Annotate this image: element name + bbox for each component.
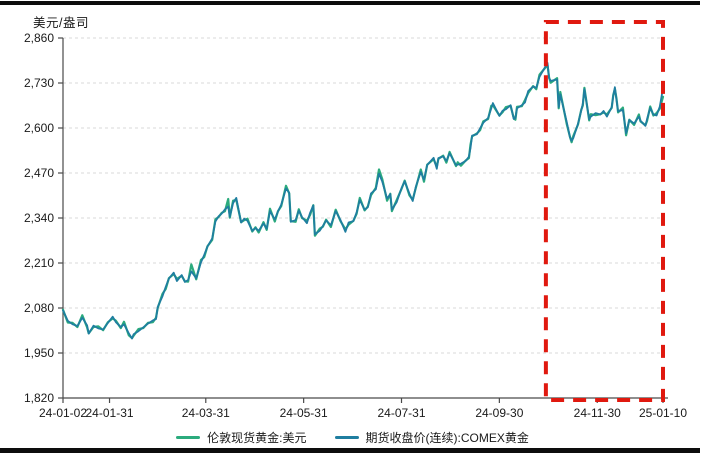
legend-label-futures: 期货收盘价(连续):COMEX黄金 bbox=[365, 430, 529, 445]
y-tick-label: 2,340 bbox=[24, 211, 54, 225]
y-axis-unit-label: 美元/盎司 bbox=[33, 16, 89, 30]
x-tick-label: 24-05-31 bbox=[280, 406, 328, 420]
y-tick-label: 2,600 bbox=[24, 121, 54, 135]
frame-bottom-border bbox=[0, 448, 700, 453]
y-tick-label: 2,210 bbox=[24, 256, 54, 270]
y-tick-label: 1,820 bbox=[24, 391, 54, 405]
highlight-box bbox=[543, 20, 665, 402]
series-line-futures bbox=[62, 62, 664, 340]
x-tick-label: 24-07-31 bbox=[377, 406, 425, 420]
y-tick-label: 2,860 bbox=[24, 31, 54, 45]
frame-top-border bbox=[0, 1, 700, 5]
spot-line-swatch bbox=[176, 435, 201, 439]
legend-item-spot[interactable]: 伦敦现货黄金:美元 bbox=[176, 429, 307, 446]
y-tick-label: 2,470 bbox=[24, 166, 54, 180]
y-tick-label: 2,080 bbox=[24, 301, 54, 315]
legend: 伦敦现货黄金:美元 期货收盘价(连续):COMEX黄金 bbox=[0, 428, 705, 446]
y-tick-label: 1,950 bbox=[24, 346, 54, 360]
x-tick-label: 24-11-30 bbox=[574, 406, 621, 420]
series-line-spot bbox=[61, 63, 665, 340]
x-tick-label: 24-01-31 bbox=[86, 406, 134, 420]
x-tick-label: 24-03-31 bbox=[182, 406, 230, 420]
x-tick-label: 24-01-02 bbox=[39, 406, 87, 420]
x-tick-label: 25-01-10 bbox=[639, 406, 687, 420]
legend-item-futures[interactable]: 期货收盘价(连续):COMEX黄金 bbox=[334, 429, 529, 446]
futures-line-swatch bbox=[334, 435, 359, 439]
legend-label-spot: 伦敦现货黄金:美元 bbox=[207, 430, 307, 445]
y-tick-label: 2,730 bbox=[24, 76, 54, 90]
x-tick-label: 24-09-30 bbox=[475, 406, 523, 420]
